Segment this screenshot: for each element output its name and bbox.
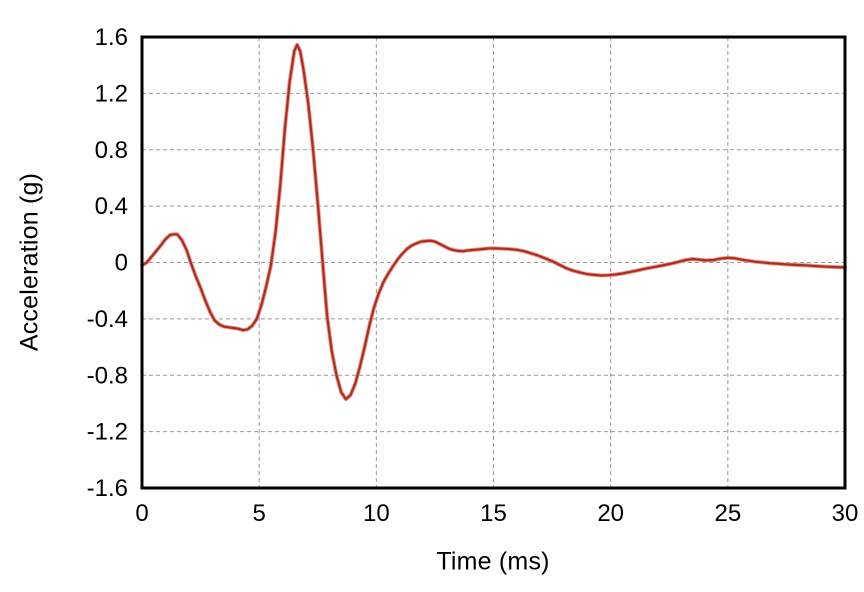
x-tick-label: 25 xyxy=(714,500,741,527)
y-tick-label: -1.6 xyxy=(87,475,128,502)
x-tick-label: 15 xyxy=(480,500,507,527)
x-tick-label: 20 xyxy=(597,500,624,527)
y-tick-label: 1.2 xyxy=(95,80,128,107)
x-tick-label: 0 xyxy=(135,500,148,527)
plot-frame xyxy=(140,35,847,490)
x-tick-label: 30 xyxy=(832,500,859,527)
y-tick-label: -0.4 xyxy=(87,306,128,333)
y-tick-label: 0 xyxy=(115,250,128,277)
y-tick-label: 1.6 xyxy=(95,24,128,51)
acceleration-trace xyxy=(140,43,847,401)
x-axis-title: Time (ms) xyxy=(436,547,550,576)
y-tick-label: -1.2 xyxy=(87,419,128,446)
x-tick-label: 10 xyxy=(363,500,390,527)
y-tick-label: 0.8 xyxy=(95,137,128,164)
x-tick-label: 5 xyxy=(252,500,265,527)
y-tick-label: -0.8 xyxy=(87,362,128,389)
y-tick-label: 0.4 xyxy=(95,193,128,220)
